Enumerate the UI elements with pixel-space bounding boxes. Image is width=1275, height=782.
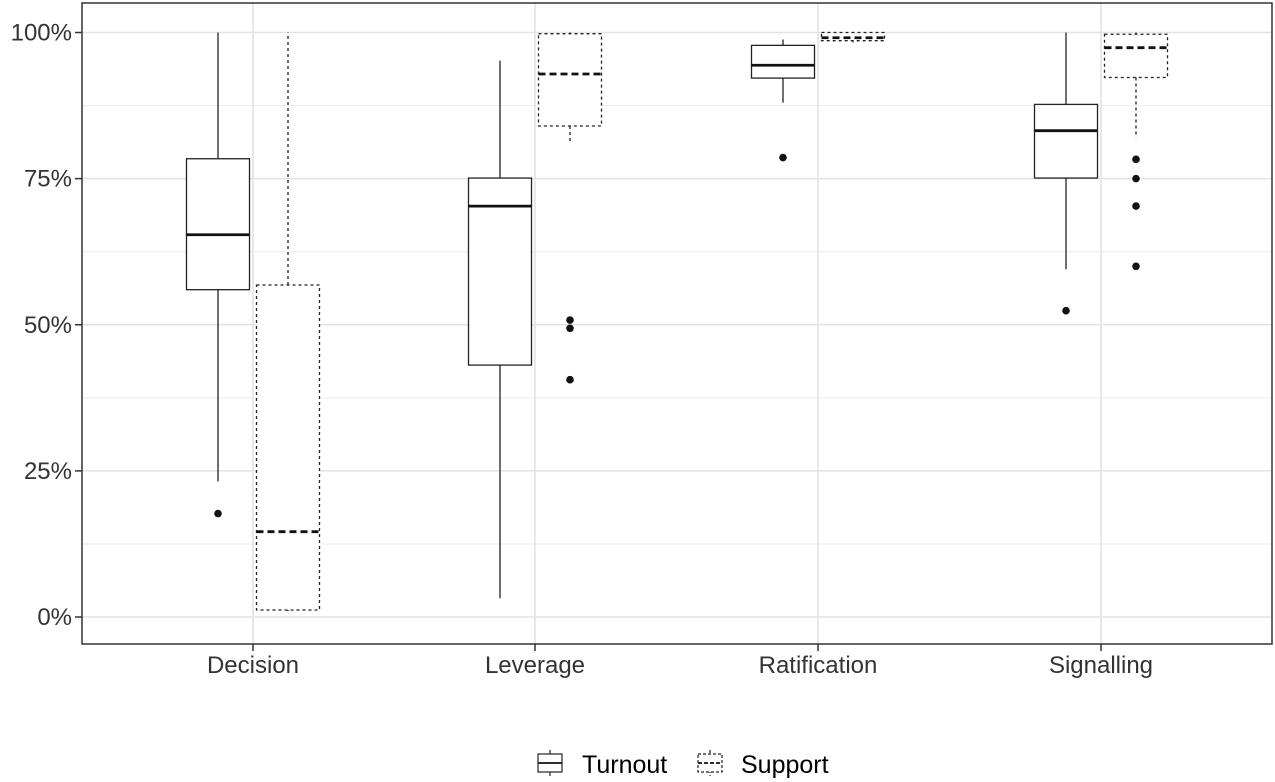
y-tick-label: 0% bbox=[37, 604, 72, 631]
outlier-point bbox=[566, 375, 574, 384]
x-tick-label: Leverage bbox=[485, 652, 585, 679]
box-iqr bbox=[1033, 103, 1099, 179]
axis-layer: 0% 25% 50% 75% 100% Decision Leverage Ratificat… bbox=[11, 20, 1153, 680]
grid-lines bbox=[82, 3, 1272, 644]
outlier-point bbox=[1132, 262, 1140, 271]
box-iqr bbox=[185, 158, 251, 291]
box-turnout-signalling bbox=[1033, 32, 1099, 315]
outlier-point bbox=[1062, 306, 1070, 315]
box-iqr bbox=[255, 284, 321, 611]
box-turnout-leverage bbox=[467, 60, 533, 599]
box-layer bbox=[185, 31, 1169, 612]
y-tick-label: 75% bbox=[24, 166, 72, 193]
outlier-point bbox=[566, 316, 574, 324]
box-iqr bbox=[1103, 33, 1169, 79]
y-tick-label: 50% bbox=[24, 312, 72, 339]
outlier-point bbox=[1132, 174, 1140, 183]
outlier-point bbox=[779, 153, 787, 162]
legend-label: Turnout bbox=[582, 751, 667, 779]
box-support-decision bbox=[255, 32, 321, 612]
outlier-point bbox=[566, 324, 574, 333]
x-tick-label: Decision bbox=[207, 652, 299, 679]
legend-item-support: Support bbox=[697, 750, 829, 779]
x-tick-label: Signalling bbox=[1049, 652, 1153, 679]
plot-panel-border bbox=[81, 2, 1273, 645]
box-iqr bbox=[820, 31, 886, 42]
box-turnout-ratification bbox=[750, 39, 816, 162]
box-support-ratification bbox=[820, 31, 886, 43]
box-turnout-decision bbox=[185, 32, 251, 518]
legend: Turnout Support bbox=[537, 750, 829, 779]
box-support-leverage bbox=[537, 32, 603, 384]
x-tick-label: Ratification bbox=[759, 652, 878, 679]
box-support-signalling bbox=[1103, 32, 1169, 271]
box-iqr bbox=[537, 33, 603, 127]
y-tick-label: 100% bbox=[11, 20, 72, 47]
box-iqr bbox=[750, 44, 816, 79]
box-iqr bbox=[467, 177, 533, 366]
legend-item-turnout: Turnout bbox=[537, 750, 667, 779]
outlier-point bbox=[1132, 202, 1140, 210]
legend-label: Support bbox=[741, 751, 829, 779]
outlier-point bbox=[1132, 155, 1140, 164]
y-tick-label: 25% bbox=[24, 458, 72, 485]
outlier-point bbox=[214, 509, 222, 518]
